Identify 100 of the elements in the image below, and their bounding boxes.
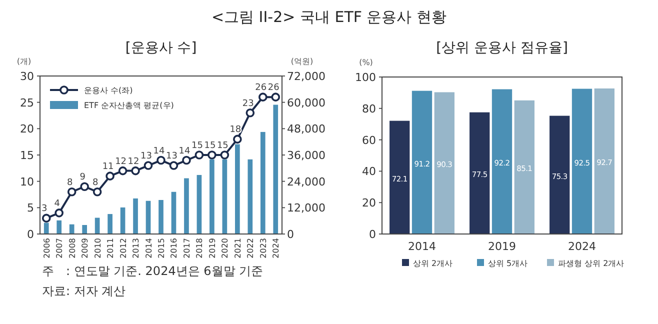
data-label: 26 [255, 83, 267, 94]
point [194, 150, 204, 160]
y2-axis-title: (억원) [290, 57, 314, 66]
data-label: 15 [216, 141, 228, 151]
x-tick-label: 2019 [488, 240, 516, 253]
x-tick-label: 2019 [208, 238, 217, 258]
data-label: 8 [66, 178, 73, 188]
legend-label: 상위 2개사 [413, 259, 453, 268]
y-tick-label: 10 [20, 175, 34, 188]
point [258, 92, 268, 102]
point [156, 156, 166, 165]
point [246, 108, 255, 118]
y2-tick-label: 60,000 [287, 96, 326, 110]
y2-tick-label: 36,000 [287, 149, 326, 162]
bar [146, 200, 151, 234]
data-label: 15 [191, 141, 203, 151]
bar [56, 220, 62, 234]
point [169, 161, 178, 170]
data-label: 13 [140, 152, 152, 162]
bar [550, 116, 570, 234]
y2-tick-label: 0 [287, 228, 294, 241]
x-tick-label: 2018 [195, 238, 204, 258]
bar [120, 207, 126, 234]
point [67, 187, 76, 196]
y-axis-title: (개) [16, 57, 32, 66]
x-tick-label: 2024 [568, 240, 596, 253]
bar [184, 178, 189, 234]
point [271, 92, 280, 102]
point [42, 214, 51, 223]
point [220, 150, 230, 160]
y2-tick-label: 72,000 [287, 70, 326, 83]
point [80, 182, 89, 191]
point [131, 166, 140, 176]
text: 주 : 연도말 기준. 2024년은 6월말 기준 [42, 264, 264, 278]
x-tick-label: 2024 [272, 238, 281, 258]
bar [248, 159, 253, 234]
y-tick-label: 15 [20, 149, 34, 162]
x-tick-label: 2012 [118, 238, 128, 258]
bar [390, 120, 410, 234]
data-label: 4 [54, 198, 60, 209]
y-tick-label: 100 [355, 71, 376, 84]
legend-label: 상위 5개사 [488, 259, 528, 268]
text: <그림 II-2> 국내 ETF 운용사 현황 [211, 8, 447, 26]
x-tick-label: 2014 [408, 240, 436, 253]
point [208, 150, 216, 160]
y-tick-label: 80 [362, 102, 376, 116]
chart-title: [운용사 수] [125, 40, 197, 56]
legend-label: ETF 순자산총액 평균(우) [84, 101, 174, 110]
x-tick-label: 2015 [157, 238, 166, 258]
chart-title: [상위 운용사 점유율] [436, 40, 568, 56]
data-label: 8 [92, 178, 98, 188]
x-tick-label: 2023 [258, 238, 268, 258]
bar [572, 88, 592, 234]
x-tick-label: 2022 [246, 238, 256, 258]
x-tick-label: 2017 [182, 238, 192, 258]
bar [594, 88, 614, 234]
legend-label: 운용사 수(좌) [84, 86, 133, 95]
data-label: 3 [42, 204, 48, 214]
data-label: 23 [242, 98, 254, 109]
y2-tick-label: 24,000 [287, 175, 326, 188]
text: 자료: 저자 계산 [42, 284, 126, 298]
x-tick-label: 2014 [144, 238, 154, 258]
data-label: 14 [178, 146, 190, 156]
point [106, 172, 114, 180]
bar [235, 144, 240, 234]
x-tick-label: 2008 [68, 238, 77, 258]
data-label: 26 [268, 83, 280, 94]
y2-tick-label: 12,000 [287, 202, 326, 215]
data-label: 13 [166, 152, 178, 162]
bar [260, 132, 266, 234]
x-tick-label: 2010 [93, 238, 102, 258]
data-label: 12 [128, 156, 140, 167]
bar [82, 225, 87, 234]
bar [273, 104, 278, 234]
bar [69, 224, 74, 234]
y-tick-label: 60 [362, 134, 376, 147]
bar [514, 100, 534, 234]
data-label: 14 [153, 146, 165, 156]
point [233, 134, 242, 144]
legend-label: 파생형 상위 2개사 [558, 259, 624, 268]
bar [222, 159, 228, 234]
bar [196, 174, 202, 234]
x-tick-label: 2011 [106, 238, 116, 258]
y2-tick-label: 48,000 [287, 122, 326, 136]
x-tick-label: 2013 [132, 238, 141, 258]
y-tick-label: 30 [20, 70, 34, 83]
bar [171, 192, 176, 234]
bar [44, 222, 49, 234]
point [182, 156, 191, 165]
point [54, 208, 64, 218]
bar [434, 92, 454, 234]
x-tick-label: 2016 [170, 238, 179, 258]
data-label: 15 [204, 141, 216, 151]
bar [108, 214, 112, 234]
y-tick-label: 0 [369, 228, 376, 241]
y-tick-label: 25 [20, 96, 34, 110]
y-tick-label: 20 [362, 196, 376, 210]
bar [412, 90, 432, 234]
point [144, 161, 153, 170]
bar [470, 112, 490, 234]
